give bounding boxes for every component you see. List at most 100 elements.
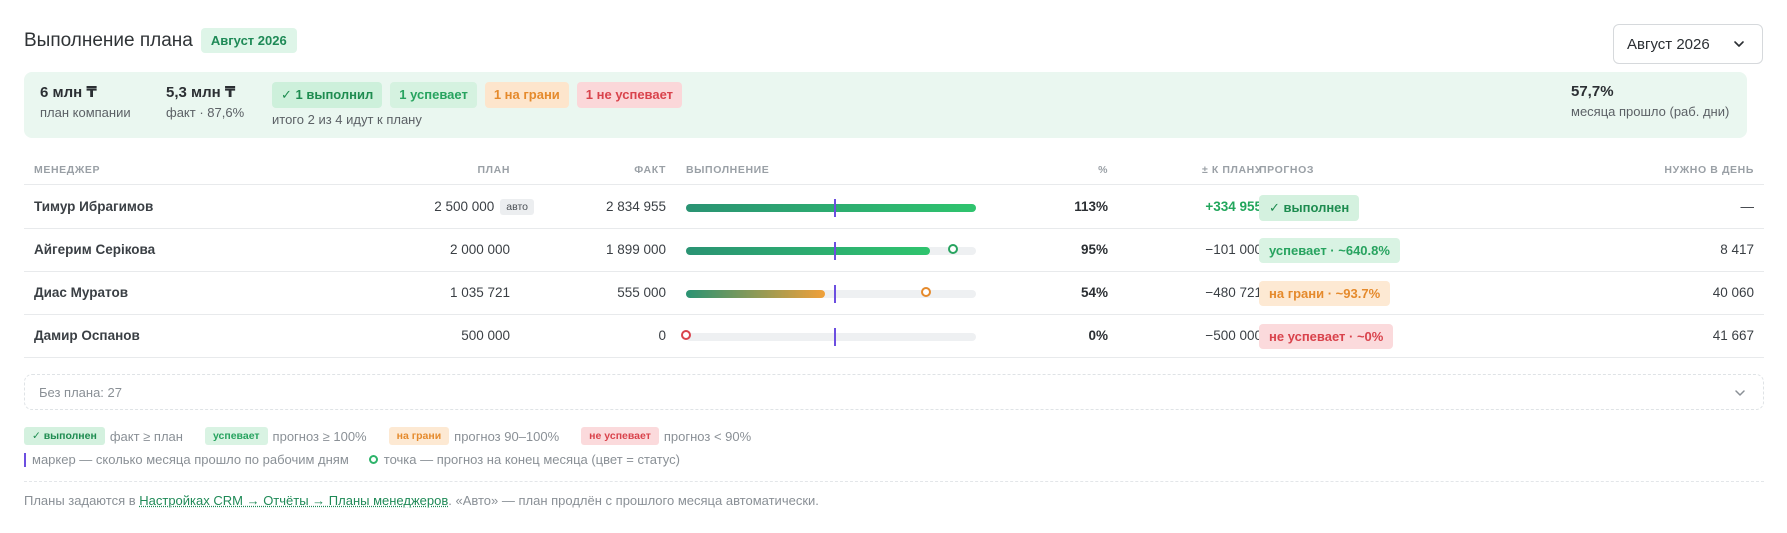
chip-on-track: 1 успевает	[390, 82, 477, 108]
th-per-day: Нужно в день	[1664, 164, 1754, 176]
elapsed-marker	[834, 242, 837, 260]
th-forecast: Прогноз	[1259, 164, 1315, 176]
plan-value: 2 500 000	[434, 199, 495, 214]
th-pct: %	[1098, 164, 1108, 176]
delta-cell: −500 000	[1205, 328, 1262, 343]
legend-fail-tag: не успевает	[581, 427, 659, 445]
manager-name: Айгерим Серікова	[34, 242, 156, 257]
footer-suffix: . «Авто» — план продлён с прошлого месяц…	[448, 493, 819, 508]
no-plan-section[interactable]: Без плана: 27	[24, 374, 1764, 410]
progress-bar	[681, 328, 976, 346]
fact-cell: 0	[658, 328, 666, 343]
no-plan-label: Без плана: 27	[39, 385, 122, 400]
summary-panel: 6 млн ₸ план компании 5,3 млн ₸ факт · 8…	[24, 72, 1747, 138]
forecast-dot	[921, 287, 932, 297]
manager-name: Диас Муратов	[34, 285, 128, 300]
th-manager: Менеджер	[34, 164, 101, 176]
legend-edge-text: прогноз 90–100%	[454, 428, 560, 444]
chips-note: итого 2 из 4 идут к плану	[272, 112, 422, 127]
auto-tag: авто	[500, 199, 534, 216]
table-header: Менеджер План Факт Выполнение % ± к план…	[24, 160, 1764, 185]
pct-cell: 113%	[1074, 199, 1108, 214]
table-row[interactable]: Диас Муратов 1 035 721 555 000 54% −480 …	[24, 272, 1764, 315]
chevron-down-icon	[1734, 41, 1744, 47]
progress-fill	[686, 204, 976, 212]
fact-cell: 1 899 000	[605, 242, 666, 257]
manager-name: Тимур Ибрагимов	[34, 199, 154, 214]
elapsed-value: 57,7%	[1571, 83, 1614, 100]
elapsed-label: месяца прошло (раб. дни)	[1571, 104, 1730, 119]
delta-cell: +334 955	[1205, 199, 1262, 214]
plan-cell: 2 500 000 авто	[434, 199, 534, 216]
legend-edge-tag: на грани	[388, 427, 450, 445]
plan-cell: 2 000 000	[449, 242, 510, 257]
page-title: Выполнение плана	[24, 29, 193, 51]
th-delta: ± к плану	[1201, 164, 1262, 176]
th-plan: План	[477, 164, 510, 176]
per-day-cell: 8 417	[1720, 242, 1754, 257]
forecast-badge: успевает · ~640.8%	[1259, 238, 1400, 263]
forecast-dot	[947, 244, 958, 254]
progress-fill	[686, 290, 825, 298]
plan-cell: 1 035 721	[449, 285, 510, 300]
legend-done-text: факт ≥ план	[109, 428, 183, 444]
legend-dot-text: точка — прогноз на конец месяца (цвет = …	[383, 452, 680, 467]
per-day-cell: 40 060	[1712, 285, 1754, 300]
progress-bar	[686, 199, 976, 217]
plan-cell: 500 000	[461, 328, 510, 343]
footer-prefix: Планы задаются в	[24, 493, 140, 508]
delta-cell: −480 721	[1205, 285, 1262, 300]
fact-cell: 555 000	[617, 285, 666, 300]
forecast-dot	[681, 330, 691, 340]
table-row[interactable]: Тимур Ибрагимов 2 500 000 авто 2 834 955 …	[24, 186, 1764, 229]
fact-value: 5,3 млн ₸	[166, 84, 236, 101]
elapsed-marker	[834, 328, 837, 346]
forecast-badge: ✓ выполнен	[1259, 195, 1360, 221]
per-day-cell: —	[1740, 199, 1755, 214]
chip-failing: 1 не успевает	[576, 82, 683, 108]
marker-icon	[24, 452, 26, 467]
th-fact: Факт	[634, 164, 666, 176]
legend-done-tag: ✓ выполнен	[24, 427, 105, 445]
crm-settings-link[interactable]: Настройках CRM → Отчёты → Планы менеджер…	[139, 493, 449, 508]
progress-bar	[686, 285, 976, 303]
month-badge: Август 2026	[200, 28, 297, 53]
legend-track-text: прогноз ≥ 100%	[272, 428, 367, 444]
dot-icon	[368, 455, 378, 464]
forecast-badge: на грани · ~93.7%	[1259, 281, 1391, 306]
divider	[24, 481, 1764, 482]
elapsed-marker	[834, 285, 837, 303]
pct-cell: 54%	[1080, 285, 1108, 300]
legend-fail-text: прогноз < 90%	[663, 428, 752, 444]
fact-label: факт · 87,6%	[166, 105, 245, 120]
plan-label: план компании	[40, 105, 131, 120]
fact-summary: 5,3 млн ₸ факт · 87,6%	[166, 83, 244, 120]
marker-legend: маркер — сколько месяца прошло по рабочи…	[24, 452, 680, 467]
chevron-down-icon[interactable]	[1731, 384, 1749, 402]
chip-edge: 1 на грани	[484, 82, 569, 108]
elapsed-marker	[834, 199, 837, 217]
plan-value: 6 млн ₸	[40, 84, 97, 101]
delta-cell: −101 000	[1205, 242, 1262, 257]
forecast-badge: не успевает · ~0%	[1259, 324, 1394, 349]
month-select[interactable]: Август 2026	[1613, 24, 1763, 64]
manager-name: Дамир Оспанов	[34, 328, 140, 343]
per-day-cell: 41 667	[1712, 328, 1754, 343]
legend-marker-text: маркер — сколько месяца прошло по рабочи…	[32, 452, 349, 467]
pct-cell: 0%	[1088, 328, 1108, 343]
pct-cell: 95%	[1080, 242, 1108, 257]
plan-summary: 6 млн ₸ план компании	[40, 83, 131, 120]
table-row[interactable]: Дамир Оспанов 500 000 0 0% −500 000 не у…	[24, 315, 1764, 358]
progress-bar	[686, 242, 976, 260]
fact-cell: 2 834 955	[605, 199, 666, 214]
page-header: Выполнение плана Август 2026	[24, 28, 297, 53]
chip-done: ✓ 1 выполнил	[272, 82, 383, 108]
legend-track-tag: успевает	[204, 427, 268, 445]
month-select-value: Август 2026	[1627, 35, 1710, 53]
status-legend: ✓ выполнен факт ≥ план успевает прогноз …	[24, 427, 751, 445]
progress-fill	[686, 247, 930, 255]
footer-note: Планы задаются в Настройках CRM → Отчёты…	[24, 493, 819, 508]
table-row[interactable]: Айгерим Серікова 2 000 000 1 899 000 95%…	[24, 229, 1764, 272]
th-progress: Выполнение	[686, 164, 770, 176]
status-chips: ✓ 1 выполнил 1 успевает 1 на грани 1 не …	[272, 82, 683, 108]
